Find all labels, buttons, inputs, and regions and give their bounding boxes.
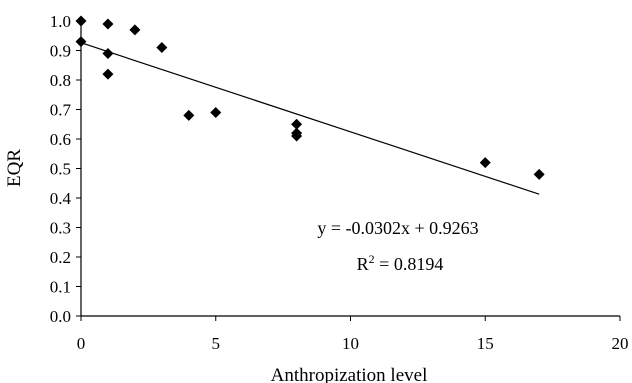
y-tick-label: 0.9 [50, 42, 71, 61]
data-point [129, 24, 141, 36]
data-point [533, 168, 545, 180]
y-tick-label: 0.5 [50, 160, 71, 179]
y-tick-label: 0.6 [50, 130, 71, 149]
x-tick-label: 5 [212, 334, 221, 353]
data-point [183, 109, 195, 121]
y-tick-label: 0.8 [50, 71, 71, 90]
data-point [102, 47, 114, 59]
x-tick-label: 0 [77, 334, 86, 353]
y-tick-label: 0.7 [50, 101, 72, 120]
y-axis-title: EQR [4, 149, 25, 187]
y-tick-label: 1.0 [50, 12, 71, 31]
data-points [75, 15, 545, 180]
y-tick-label: 0.2 [50, 248, 71, 267]
data-point [479, 157, 491, 169]
r-squared-value: = 0.8194 [375, 254, 444, 274]
x-tick-label: 15 [477, 334, 494, 353]
x-tick-label: 20 [612, 334, 629, 353]
data-point [75, 15, 87, 27]
data-point [291, 130, 303, 142]
y-tick-label: 0.3 [50, 219, 71, 238]
x-axis-title: Anthropization level [271, 365, 428, 383]
tick-labels: 0.0 0.1 0.2 0.3 0.4 0.5 0.6 0.7 0.8 0.9 1.0 0 5 10 15 2… [50, 12, 629, 353]
r-squared-prefix: R [357, 254, 369, 274]
data-point [210, 106, 222, 118]
r-squared-label: R2 = 0.8194 [357, 252, 444, 274]
trendline-equation: y = -0.0302x + 0.9263 [317, 218, 478, 238]
y-tick-label: 0.4 [50, 189, 72, 208]
data-point [102, 68, 114, 80]
trendline [80, 42, 540, 195]
data-point [291, 118, 303, 130]
y-tick-label: 0.0 [50, 307, 71, 326]
r-squared-superscript: 2 [369, 252, 375, 266]
data-point [156, 42, 168, 54]
data-point [102, 18, 114, 30]
x-tick-label: 10 [342, 334, 359, 353]
data-point [75, 36, 87, 48]
trendline-group [80, 42, 540, 195]
y-tick-label: 0.1 [50, 278, 71, 297]
